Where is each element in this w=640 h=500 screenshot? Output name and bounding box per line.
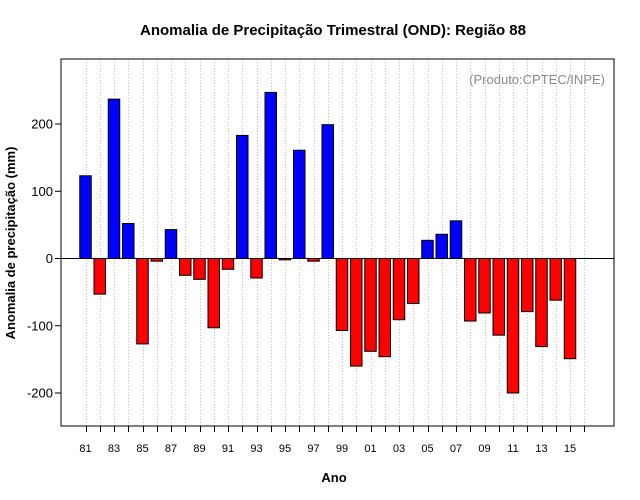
bar-11 [506,258,520,394]
bar-87 [164,229,178,260]
bar-10 [492,258,505,336]
x-tick-label-95: 95 [279,443,291,455]
x-tick-label-93: 93 [250,443,262,455]
x-tick-label-15: 15 [564,443,576,455]
bar-01 [364,258,377,352]
y-axis: -200 -100 0 100 200 [27,117,61,401]
x-tick-label-13: 13 [535,443,547,455]
bar-series [79,91,577,394]
x-tick-label-91: 91 [222,443,234,455]
x-tick-label-85: 85 [136,443,148,455]
x-tick-label-07: 07 [450,443,462,455]
bar-05 [421,239,434,259]
x-tick-label-89: 89 [193,443,205,455]
bar-13 [535,258,548,348]
bar-98 [321,124,334,259]
x-tick-label-03: 03 [393,443,405,455]
plot-frame [60,58,615,427]
bar-81 [79,175,92,259]
y-tick-label: -200 [27,386,53,401]
bar-12 [521,258,534,313]
y-axis-label: Anomalia de precipitação (mm) [3,147,18,340]
x-tick-label-99: 99 [336,443,348,455]
x-tick-label-87: 87 [165,443,177,455]
bar-14 [549,258,562,301]
x-axis-label: Ano [321,470,346,485]
bar-84 [122,223,135,259]
x-tick-label-83: 83 [108,443,120,455]
chart-title: Anomalia de Precipitação Trimestral (OND… [140,22,526,39]
x-tick-label-05: 05 [421,443,433,455]
x-tick-label-01: 01 [364,443,376,455]
x-tick-label-11: 11 [507,443,518,455]
bar-90 [207,258,220,329]
bar-85 [136,258,149,345]
bar-91 [221,258,235,270]
credit-text: (Produto:CPTEC/INPE) [469,72,605,87]
bar-07 [449,220,463,259]
bar-03 [392,258,406,321]
bar-96 [293,149,306,259]
y-tick-label: -100 [27,318,53,333]
x-tick-label-81: 81 [79,443,91,455]
bar-06 [435,233,448,259]
x-tick-label-09: 09 [478,443,490,455]
bar-93 [250,258,263,279]
bar-82 [93,258,106,295]
bar-04 [407,258,420,305]
bar-02 [378,258,391,358]
bar-89 [193,258,206,280]
bar-08 [464,258,477,322]
bar-99 [335,258,349,331]
bar-00 [350,258,363,367]
y-tick-label: 0 [46,251,53,266]
x-tick-label-97: 97 [307,443,319,455]
bar-83 [107,98,121,260]
x-axis: 81 83 85 87 89 91 93 95 97 99 01 03 05 07 09 11 13 15 [79,426,585,455]
y-tick-label: 100 [31,184,53,199]
bar-09 [478,258,491,314]
bar-15 [563,258,577,360]
bar-92 [236,134,249,259]
y-tick-label: 200 [31,117,53,132]
bar-94 [264,91,277,259]
bar-88 [179,258,192,276]
